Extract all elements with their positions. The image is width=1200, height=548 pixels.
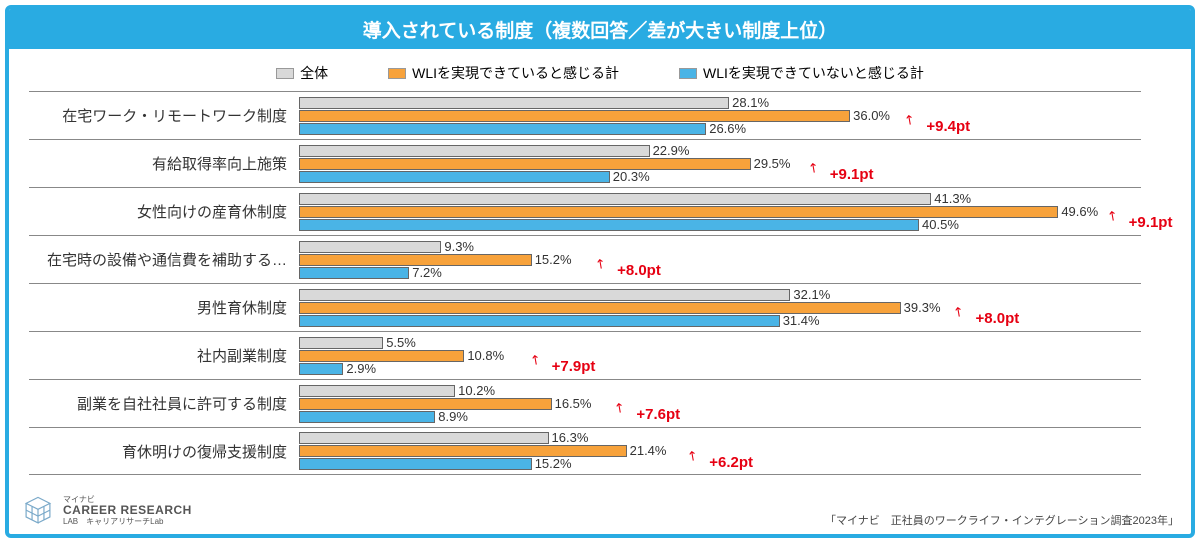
bar-achieved: 36.0% <box>299 110 850 122</box>
legend: 全体 WLIを実現できていると感じる計 WLIを実現できていないと感じる計 <box>9 49 1191 91</box>
category-label: 男性育休制度 <box>29 297 299 318</box>
bar-group: 10.2%16.5%8.9% <box>299 380 1141 427</box>
bar-overall: 22.9% <box>299 145 650 157</box>
chart-row: 男性育休制度32.1%39.3%31.4%+8.0pt↘ <box>29 283 1141 331</box>
bar-value-label: 28.1% <box>732 95 769 110</box>
bar-overall: 10.2% <box>299 385 455 397</box>
bar-value-label: 15.2% <box>535 252 572 267</box>
bar-value-label: 22.9% <box>653 143 690 158</box>
bar-achieved: 29.5% <box>299 158 751 170</box>
legend-item-achieved: WLIを実現できていると感じる計 <box>388 63 619 83</box>
bar-value-label: 49.6% <box>1061 204 1098 219</box>
diff-label: +7.6pt <box>636 406 680 423</box>
bar-not-achieved: 20.3% <box>299 171 610 183</box>
bar-group: 9.3% 15.2% 7.2% <box>299 236 1141 283</box>
bar-overall: 32.1% <box>299 289 790 301</box>
bar-value-label: 8.9% <box>438 409 468 424</box>
bar-achieved: 16.5% <box>299 398 552 410</box>
category-label: 育休明けの復帰支援制度 <box>29 441 299 462</box>
bar-achieved: 21.4% <box>299 445 627 457</box>
bar-value-label: 7.2% <box>412 265 442 280</box>
chart-row: 有給取得率向上施策22.9%29.5%20.3%+9.1pt↘ <box>29 139 1141 187</box>
category-label: 在宅ワーク・リモートワーク制度 <box>29 105 299 126</box>
category-label: 在宅時の設備や通信費を補助する… <box>29 249 299 270</box>
bar-not-achieved: 31.4% <box>299 315 780 327</box>
chart-row: 副業を自社社員に許可する制度10.2%16.5%8.9%+7.6pt↘ <box>29 379 1141 427</box>
category-label: 有給取得率向上施策 <box>29 153 299 174</box>
source-text: 「マイナビ 正社員のワークライフ・インテグレーション調査2023年」 <box>825 512 1179 528</box>
diff-label: +6.2pt <box>709 454 753 471</box>
bar-chart: 在宅ワーク・リモートワーク制度28.1%36.0%26.6%+9.4pt↘有給取… <box>9 91 1191 475</box>
bar-value-label: 15.2% <box>535 456 572 471</box>
bar-not-achieved: 40.5% <box>299 219 919 231</box>
bar-overall: 28.1% <box>299 97 729 109</box>
bar-group: 22.9%29.5%20.3% <box>299 140 1141 187</box>
logo-line2: CAREER RESEARCH <box>63 504 192 517</box>
diff-label: +7.9pt <box>552 358 596 375</box>
bar-value-label: 9.3% <box>444 239 474 254</box>
diff-label: +9.4pt <box>926 118 970 135</box>
bar-overall: 5.5% <box>299 337 383 349</box>
footer: マイナビ CAREER RESEARCH LAB キャリアリサーチLab 「マイ… <box>21 494 1179 528</box>
diff-label: +9.1pt <box>830 166 874 183</box>
bar-group: 28.1%36.0%26.6% <box>299 92 1141 139</box>
bar-group: 5.5%10.8%2.9% <box>299 332 1141 379</box>
bar-value-label: 32.1% <box>793 287 830 302</box>
logo-text: マイナビ CAREER RESEARCH LAB キャリアリサーチLab <box>63 496 192 527</box>
bar-value-label: 10.8% <box>467 348 504 363</box>
bar-value-label: 41.3% <box>934 191 971 206</box>
bar-overall: 41.3% <box>299 193 931 205</box>
bar-not-achieved: 7.2% <box>299 267 409 279</box>
bar-overall: 9.3% <box>299 241 441 253</box>
legend-swatch <box>276 68 294 79</box>
bar-overall: 16.3% <box>299 432 549 444</box>
bar-value-label: 16.3% <box>552 430 589 445</box>
bar-value-label: 10.2% <box>458 383 495 398</box>
bar-not-achieved: 26.6% <box>299 123 706 135</box>
bar-value-label: 36.0% <box>853 108 890 123</box>
logo: マイナビ CAREER RESEARCH LAB キャリアリサーチLab <box>21 494 192 528</box>
bar-value-label: 31.4% <box>783 313 820 328</box>
diff-label: +8.0pt <box>975 310 1019 327</box>
chart-row: 在宅ワーク・リモートワーク制度28.1%36.0%26.6%+9.4pt↘ <box>29 91 1141 139</box>
category-label: 女性向けの産育休制度 <box>29 201 299 222</box>
bar-not-achieved: 2.9% <box>299 363 343 375</box>
diff-label: +9.1pt <box>1129 214 1173 231</box>
chart-row: 女性向けの産育休制度41.3%49.6%40.5%+9.1pt↘ <box>29 187 1141 235</box>
bar-value-label: 16.5% <box>555 396 592 411</box>
chart-row: 育休明けの復帰支援制度16.3%21.4%15.2%+6.2pt↘ <box>29 427 1141 475</box>
bar-value-label: 40.5% <box>922 217 959 232</box>
category-label: 社内副業制度 <box>29 345 299 366</box>
chart-row: 社内副業制度5.5%10.8%2.9%+7.9pt↘ <box>29 331 1141 379</box>
legend-label: WLIを実現できていないと感じる計 <box>703 63 924 83</box>
legend-item-not-achieved: WLIを実現できていないと感じる計 <box>679 63 924 83</box>
bar-value-label: 2.9% <box>346 361 376 376</box>
diff-label: +8.0pt <box>617 262 661 279</box>
chart-title: 導入されている制度（複数回答／差が大きい制度上位） <box>9 9 1191 49</box>
bar-value-label: 26.6% <box>709 121 746 136</box>
legend-swatch <box>679 68 697 79</box>
bar-value-label: 5.5% <box>386 335 416 350</box>
bar-group: 41.3% 49.6% 40.5% <box>299 188 1141 235</box>
logo-line3: LAB キャリアリサーチLab <box>63 518 192 527</box>
chart-container: 導入されている制度（複数回答／差が大きい制度上位） 全体 WLIを実現できている… <box>5 5 1195 538</box>
bar-achieved: 10.8% <box>299 350 464 362</box>
legend-label: WLIを実現できていると感じる計 <box>412 63 619 83</box>
legend-label: 全体 <box>300 63 328 83</box>
bar-not-achieved: 8.9% <box>299 411 435 423</box>
bar-value-label: 21.4% <box>630 443 667 458</box>
cube-icon <box>21 494 55 528</box>
legend-swatch <box>388 68 406 79</box>
bar-value-label: 29.5% <box>754 156 791 171</box>
legend-item-overall: 全体 <box>276 63 328 83</box>
bar-value-label: 20.3% <box>613 169 650 184</box>
bar-not-achieved: 15.2% <box>299 458 532 470</box>
bar-value-label: 39.3% <box>904 300 941 315</box>
category-label: 副業を自社社員に許可する制度 <box>29 393 299 414</box>
chart-row: 在宅時の設備や通信費を補助する…9.3%15.2%7.2%+8.0pt↘ <box>29 235 1141 283</box>
